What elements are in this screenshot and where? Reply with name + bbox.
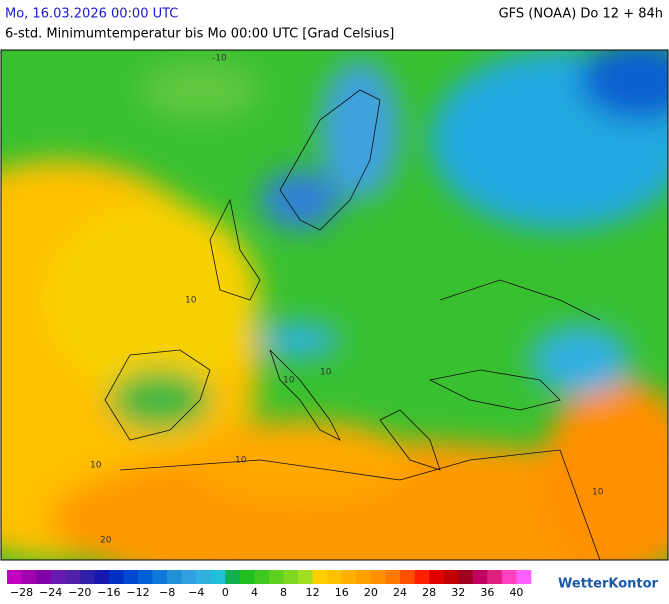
colorbar-label: 40 <box>509 586 523 599</box>
colorbar-cell <box>138 570 153 584</box>
colorbar-label: −16 <box>97 586 120 599</box>
colorbar-label: 12 <box>306 586 320 599</box>
contour-label: -10 <box>212 54 227 64</box>
colorbar-cell <box>385 570 401 584</box>
colorbar-cell <box>472 570 488 584</box>
colorbar-label: 32 <box>451 586 465 599</box>
colorbar-cell <box>269 570 284 584</box>
colorbar-label: −20 <box>68 586 91 599</box>
colorbar-cell <box>108 570 124 584</box>
colorbar-cell <box>487 570 503 584</box>
colorbar-cell <box>65 570 81 584</box>
colorbar-cell <box>283 570 299 584</box>
colorbar-cell <box>50 570 66 584</box>
colorbar-cell <box>327 570 343 584</box>
colorbar: −28 −24 −20 −16 −12 −8 −4 0 4 8 12 16 20 24 28 32 36 40 <box>7 570 532 599</box>
colorbar-label: −8 <box>159 586 175 599</box>
contour-label: 20 <box>100 536 112 546</box>
colorbar-cell <box>79 570 95 584</box>
colorbar-cell <box>225 570 241 584</box>
colorbar-cell <box>414 570 430 584</box>
colorbar-cell <box>458 570 474 584</box>
map-frame <box>0 49 669 561</box>
colorbar-label: −24 <box>39 586 62 599</box>
colorbar-cell <box>341 570 357 584</box>
coastlines <box>104 89 601 560</box>
colorbar-label: 28 <box>422 586 436 599</box>
colorbar-label: 4 <box>251 586 258 599</box>
colorbar-label: 24 <box>393 586 407 599</box>
colorbar-cell <box>210 570 226 584</box>
map-title: 6-std. Minimumtemperatur bis Mo 00:00 UT… <box>5 27 394 42</box>
contour-label: 10 <box>283 376 295 386</box>
date: Mo, 16.03.2026 00:00 UTC <box>5 7 178 22</box>
colorbar-cell <box>239 570 255 584</box>
colorbar-cell <box>501 570 517 584</box>
colorbar-label: 20 <box>364 586 378 599</box>
colorbar-cell <box>370 570 386 584</box>
map: -10 10 10 10 10 10 20 10 <box>1 50 668 560</box>
colorbar-cell <box>36 570 51 584</box>
colorbar-label: 8 <box>280 586 287 599</box>
colorbar-cell <box>7 570 22 584</box>
contour-label: 10 <box>185 296 197 306</box>
colorbar-cell <box>254 570 270 584</box>
colorbar-cell <box>196 570 212 584</box>
colorbar-label: −28 <box>10 586 33 599</box>
contour-label: 10 <box>235 456 247 466</box>
colorbar-cell <box>123 570 139 584</box>
colorbar-label: 36 <box>480 586 494 599</box>
logo: WetterKontor <box>558 577 659 592</box>
colorbar-cell <box>298 570 313 584</box>
colorbar-cell <box>312 570 328 584</box>
colorbar-cell <box>516 570 532 584</box>
colorbar-label: −4 <box>188 586 204 599</box>
colorbar-label: 16 <box>335 586 349 599</box>
colorbar-label: −12 <box>126 586 149 599</box>
colorbar-cell <box>152 570 168 584</box>
colorbar-cell <box>356 570 372 584</box>
colorbar-label: 0 <box>222 586 229 599</box>
contour-label: 10 <box>90 461 102 471</box>
colorbar-cell <box>167 570 182 584</box>
colorbar-cell <box>94 570 110 584</box>
model: GFS (NOAA) Do 12 + 84h <box>499 7 663 22</box>
colorbar-cell <box>21 570 37 584</box>
colorbar-cell <box>181 570 197 584</box>
contour-label: 10 <box>320 368 332 378</box>
colorbar-cell <box>400 570 415 584</box>
contour-label: 10 <box>592 488 604 498</box>
colorbar-cell <box>429 570 444 584</box>
colorbar-cell <box>443 570 459 584</box>
